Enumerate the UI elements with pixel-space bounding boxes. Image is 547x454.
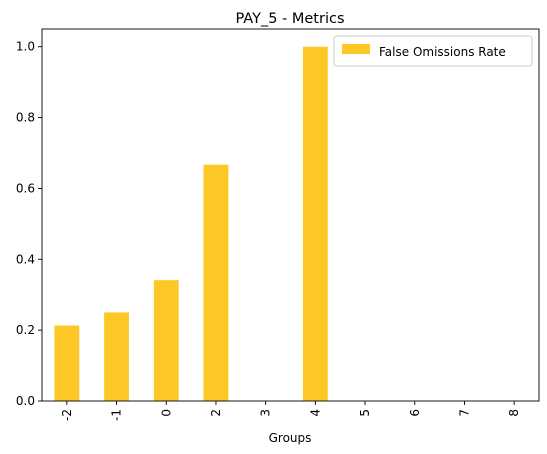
chart-title: PAY_5 - Metrics	[235, 11, 344, 27]
x-tick-label: 3	[259, 409, 273, 417]
legend: False Omissions Rate	[333, 35, 533, 67]
legend-label: False Omissions Rate	[379, 45, 506, 59]
y-tick-label: 0.8	[16, 111, 35, 125]
x-tick-label: -2	[60, 409, 74, 421]
bars-group	[54, 46, 328, 402]
plot-area-frame	[41, 28, 540, 402]
x-tick-label: 2	[209, 409, 223, 417]
y-axis: 0.0 0.2 0.4 0.6 0.8 1.0	[16, 40, 42, 408]
bar	[104, 312, 129, 401]
x-axis-label: Groups	[269, 431, 312, 445]
x-tick-label: 4	[308, 409, 322, 417]
x-tick-label: 7	[457, 409, 471, 417]
legend-swatch	[342, 44, 370, 54]
y-tick-label: 0.4	[16, 252, 35, 266]
y-tick-label: 0.2	[16, 323, 35, 337]
x-tick-label: 5	[358, 409, 372, 417]
x-tick-label: 6	[408, 409, 422, 417]
y-tick-label: 1.0	[16, 40, 35, 54]
bar	[203, 164, 229, 401]
legend-frame	[333, 35, 533, 67]
bar	[302, 46, 328, 402]
bar	[54, 325, 80, 401]
x-axis: -2 -1 0 2 3 4 5 6 7 8	[60, 401, 521, 421]
y-tick-label: 0.0	[16, 394, 35, 408]
x-tick-label: -1	[110, 409, 124, 421]
x-tick-label: 8	[507, 409, 521, 417]
y-tick-label: 0.6	[16, 181, 35, 195]
x-tick-label: 0	[159, 409, 173, 417]
bar	[153, 280, 179, 401]
